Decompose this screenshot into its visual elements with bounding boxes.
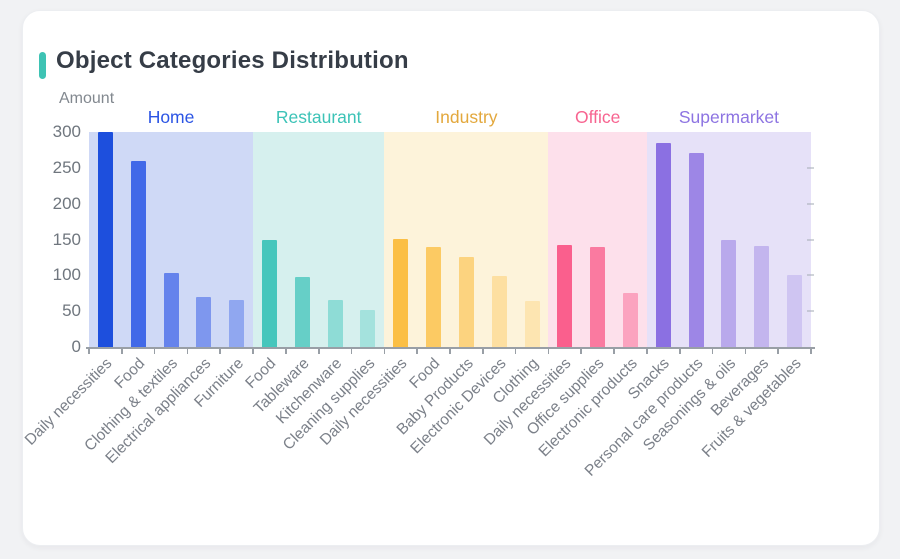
chart-bar[interactable] (229, 300, 245, 347)
x-axis-tick-marks (23, 11, 879, 545)
chart-bar[interactable] (262, 240, 277, 347)
x-axis-tick (449, 349, 451, 354)
x-axis-tick (547, 349, 550, 354)
x-axis-tick (613, 349, 615, 354)
right-axis-tick (807, 166, 814, 169)
x-axis-tick (514, 349, 517, 354)
x-axis-tick (153, 349, 156, 354)
chart-card: Object Categories Distribution Amount 0 5… (22, 10, 880, 546)
x-axis-tick (383, 349, 386, 354)
y-tick-label: 300 (52, 122, 81, 141)
chart-bar[interactable] (787, 275, 803, 347)
chart-bar[interactable] (721, 240, 737, 347)
plot-area: Daily necessities Food Clothing & textiles… (22, 132, 814, 480)
x-axis-tick (580, 349, 583, 354)
right-axis-tick (807, 202, 814, 205)
chart-bar[interactable] (688, 152, 704, 347)
x-axis-tick (219, 349, 222, 354)
x-axis-tick (810, 349, 812, 354)
x-axis-tick (482, 349, 484, 354)
chart-bar[interactable] (163, 273, 179, 347)
x-axis-tick (744, 349, 747, 354)
y-tick-label: 200 (52, 193, 81, 213)
x-axis-tick (317, 349, 320, 354)
x-axis-tick (678, 349, 681, 354)
chart-title: Object Categories Distribution (56, 47, 409, 74)
x-axis-tick (252, 349, 254, 354)
group-label-industry: Industry (435, 107, 498, 127)
chart-bar[interactable] (557, 244, 573, 347)
y-tick-label: 250 (52, 157, 81, 177)
group-label-restaurant: Restaurant (275, 107, 362, 127)
y-tick-label: 100 (52, 265, 81, 285)
chart-bar[interactable] (97, 132, 113, 347)
chart-bar[interactable] (590, 247, 606, 347)
right-axis-tick (807, 274, 814, 277)
x-axis-tick (416, 349, 418, 354)
x-axis-tick (186, 349, 189, 354)
chart-bar[interactable] (754, 245, 770, 347)
group-label-supermarket: Supermarket (678, 107, 780, 127)
x-axis-tick (285, 349, 287, 354)
chart-bar[interactable] (623, 292, 638, 347)
title-accent-bar (39, 52, 46, 79)
chart-bar[interactable] (130, 161, 146, 347)
chart-bar[interactable] (196, 296, 212, 347)
y-axis-tick-labels: 0 50 100 150 200 250 300 (23, 11, 879, 545)
y-tick-label: 50 (62, 301, 81, 321)
chart-bar[interactable] (524, 301, 540, 347)
right-axis-tick (807, 310, 814, 313)
x-axis-tick (121, 349, 123, 354)
chart-bar[interactable] (458, 256, 474, 347)
chart-bar[interactable] (360, 310, 376, 347)
x-axis-line (86, 347, 815, 349)
chart-bar[interactable] (393, 238, 409, 347)
y-tick-label: 0 (71, 337, 81, 356)
y-tick-label: 150 (52, 229, 81, 249)
x-axis-tick (777, 349, 779, 354)
chart-bar[interactable] (655, 143, 671, 347)
y-axis-name: Amount (59, 90, 115, 107)
chart-bar[interactable] (426, 247, 442, 347)
group-legend-row: Home Restaurant Industry Office Supermarket (23, 11, 879, 545)
x-axis-tick (88, 349, 90, 354)
group-label-office: Office (574, 107, 621, 127)
chart-bar[interactable] (491, 276, 507, 347)
group-label-home: Home (147, 107, 195, 127)
x-axis-tick (350, 349, 353, 354)
right-axis-tick (807, 238, 814, 241)
x-axis-tick (711, 349, 714, 354)
x-axis-tick (646, 349, 648, 354)
chart-bar[interactable] (294, 277, 310, 347)
chart-bar[interactable] (327, 300, 343, 347)
